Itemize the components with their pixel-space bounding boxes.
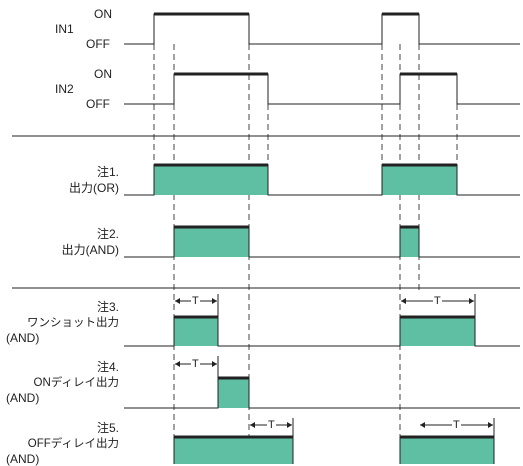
or-output-waveform [124,163,520,196]
and-output-waveform [124,225,520,258]
ondelay-mode-label: (AND) [6,391,40,405]
timer-label-offdelay-1: T [267,419,276,431]
in2-name-label: IN2 [55,82,74,96]
timer-label-oneshot-1: T [191,295,200,307]
ondelay-note-label: 注4. [96,360,119,374]
in2-on-label: ON [94,67,112,81]
offdelay-output-label: OFFディレイ出力 [27,438,119,450]
timer-label-ondelay: T [191,358,200,370]
ondelay-output-label: ONディレイ出力 [33,377,119,389]
timer-label-oneshot-2: T [433,295,442,307]
ondelay-output-waveform [124,356,520,409]
or-output-label: 出力(OR) [69,181,119,195]
and-output-label: 出力(AND) [61,243,119,257]
offdelay-output-waveform [173,418,495,464]
in1-waveform [124,12,520,45]
oneshot-output-label: ワンショット出力 [27,317,119,329]
offdelay-note-label: 注5. [96,421,119,435]
offdelay-mode-label: (AND) [6,452,40,466]
and-note-label: 注2. [96,227,119,241]
in2-off-label: OFF [86,97,110,111]
or-note-label: 注1. [96,165,119,179]
in1-name-label: IN1 [55,22,74,36]
separators [12,135,520,289]
oneshot-mode-label: (AND) [6,331,40,345]
in1-on-label: ON [94,7,112,21]
oneshot-output-waveform [124,294,520,347]
timer-label-offdelay-2: T [452,419,461,431]
in2-waveform [124,72,520,105]
oneshot-note-label: 注3. [96,300,119,314]
in1-off-label: OFF [86,37,110,51]
